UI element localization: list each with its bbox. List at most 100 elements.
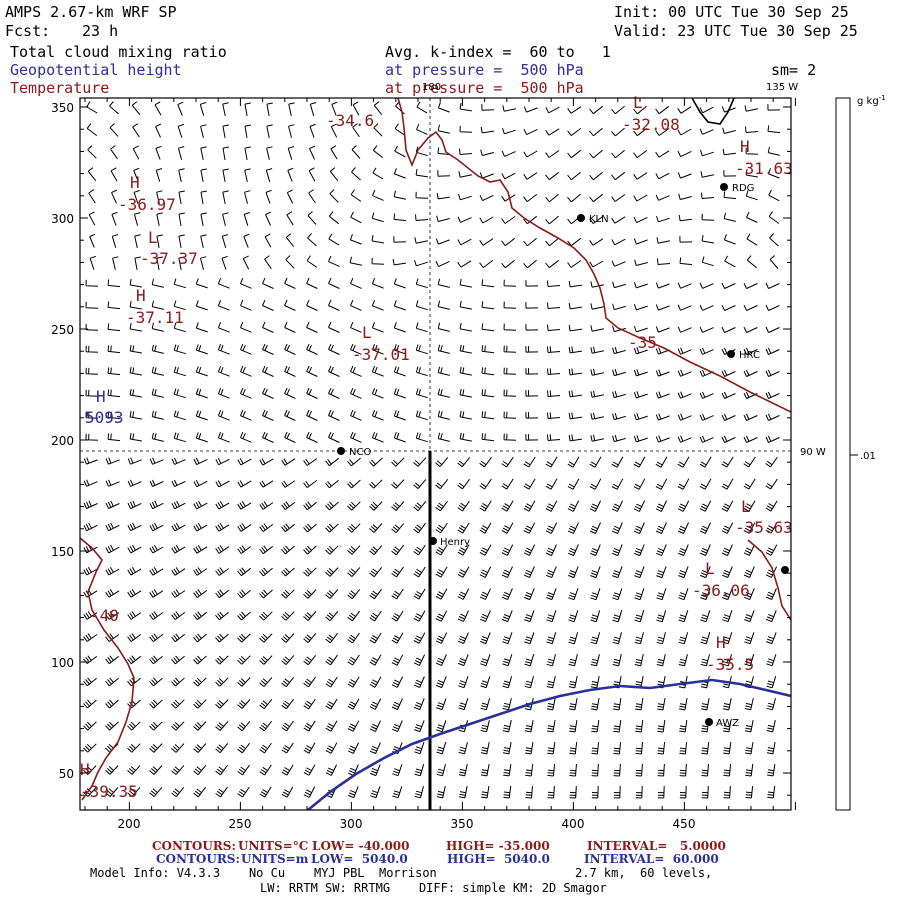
wind-barb — [657, 258, 671, 265]
wind-barb — [523, 106, 538, 113]
wind-barb — [525, 280, 539, 287]
wind-barb — [722, 566, 733, 578]
wind-barb — [217, 322, 230, 333]
wind-barb — [85, 345, 99, 353]
wind-barb — [215, 567, 230, 576]
wind-barb — [393, 190, 407, 200]
wind-barb — [281, 501, 296, 510]
wind-barb — [193, 655, 207, 665]
wind-barb — [215, 480, 230, 488]
wind-barb — [350, 343, 362, 355]
wind-barb — [699, 500, 712, 512]
wind-barb — [371, 388, 384, 399]
wind-barb — [699, 106, 714, 114]
wind-barb — [679, 785, 687, 799]
wind-barb — [193, 500, 208, 510]
wind-barb — [481, 389, 495, 398]
wind-barb — [173, 366, 186, 377]
wind-barb — [413, 544, 426, 556]
wind-barb — [545, 500, 558, 512]
wind-barb — [240, 431, 252, 443]
wind-barb — [611, 478, 624, 490]
wind-barb — [744, 610, 755, 623]
wind-barb — [171, 786, 185, 798]
wind-barb — [105, 522, 120, 532]
wind-barb — [369, 545, 383, 555]
wind-barb — [655, 304, 670, 311]
wind-barb — [591, 698, 600, 711]
y-axis-labels: 350 300 250 200 150 100 50 — [51, 101, 74, 781]
wind-barb — [567, 237, 582, 247]
height-labels: H 5093 — [85, 387, 124, 427]
wind-barb — [369, 676, 382, 688]
wind-barb — [371, 322, 384, 333]
wind-barb — [503, 323, 517, 331]
wind-barb — [545, 544, 557, 556]
wind-barb — [243, 233, 250, 248]
wind-barb — [525, 412, 539, 419]
wind-barb — [155, 123, 162, 138]
wind-barb — [699, 282, 714, 289]
wind-barb — [767, 764, 776, 777]
wind-barb — [457, 216, 472, 223]
wind-barb — [545, 128, 560, 136]
wind-barb — [525, 346, 539, 353]
temperature-labels: L -34.6 -32.08 H -31.63 H -36.97 L -37.3… — [80, 93, 793, 801]
wind-barb — [369, 523, 383, 533]
wind-barb — [371, 344, 384, 355]
wind-barb — [415, 344, 428, 355]
wind-barb — [240, 365, 252, 377]
wind-barb — [87, 167, 97, 182]
wind-barb — [701, 192, 715, 199]
wind-barb — [391, 544, 404, 556]
wind-barb — [503, 367, 517, 375]
wind-barb — [655, 194, 670, 201]
wind-barb — [259, 458, 274, 466]
wind-barb — [723, 212, 736, 222]
model-info: Model Info: V4.3.3 No Cu MYJ PBL Morriso… — [90, 866, 437, 880]
wind-barb — [259, 786, 272, 798]
wind-barb — [373, 123, 383, 137]
wind-barb — [237, 567, 252, 577]
wind-barb — [259, 523, 274, 532]
wind-barb — [259, 633, 273, 643]
wind-barb — [435, 478, 449, 490]
wind-barb — [612, 390, 626, 399]
wind-barb — [721, 544, 733, 556]
wind-barb — [325, 545, 339, 555]
wind-barb — [328, 277, 340, 289]
wind-barb — [480, 126, 494, 134]
wind-barb — [633, 347, 648, 355]
wind-barb — [633, 105, 647, 115]
wind-barb — [657, 698, 666, 711]
wind-barb — [502, 127, 516, 135]
wind-barb — [699, 304, 714, 311]
wind-barb — [237, 589, 251, 599]
wind-barb — [347, 523, 361, 533]
wind-barb — [415, 366, 428, 377]
physics-info: LW: RRTM SW: RRTMG DIFF: simple KM: 2D S… — [260, 881, 607, 895]
wind-barb — [369, 588, 382, 600]
wind-barb — [502, 105, 516, 112]
wind-barb — [259, 567, 273, 577]
wind-barb — [222, 146, 229, 160]
wind-barb — [110, 145, 118, 160]
wind-barb — [307, 211, 317, 225]
wind-barb — [259, 720, 272, 732]
wind-barb — [437, 322, 450, 332]
wind-barb — [525, 785, 533, 799]
wind-barb — [633, 282, 648, 289]
wind-barbs — [83, 101, 781, 799]
x-tick-250: 250 — [229, 817, 252, 831]
wind-barb — [350, 387, 362, 399]
wind-barb — [369, 698, 382, 710]
wind-barb — [746, 233, 758, 246]
wind-barb — [547, 720, 556, 733]
wind-barb — [105, 457, 120, 465]
y-tick-200: 200 — [51, 434, 74, 448]
wind-barb — [178, 190, 185, 204]
height-pressure-level: at pressure = 500 hPa — [385, 61, 584, 79]
wind-barb — [281, 611, 295, 621]
wind-barb — [523, 522, 536, 534]
wind-barb — [133, 189, 140, 204]
